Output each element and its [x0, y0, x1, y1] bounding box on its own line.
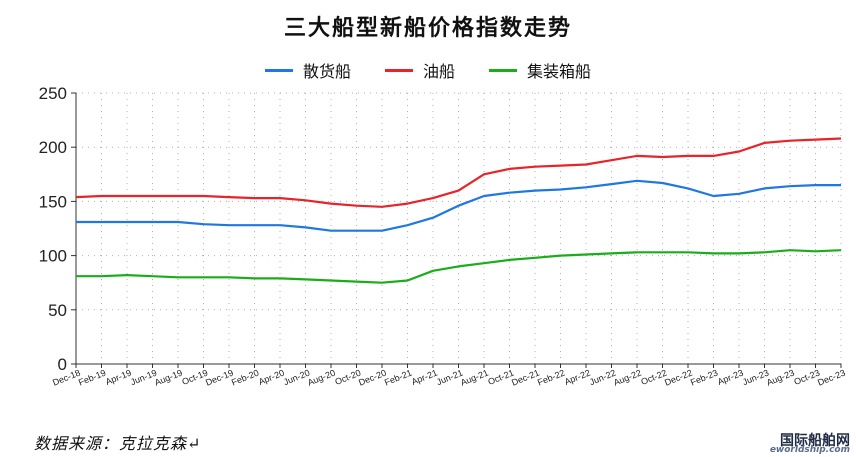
- brand-logo-name: 国际船舶网: [780, 433, 850, 449]
- legend-label: 油船: [422, 62, 455, 81]
- y-tick-label: 200: [39, 138, 67, 157]
- x-tick-label: Aug-22: [612, 368, 643, 388]
- legend-swatch: [264, 68, 293, 72]
- y-tick-label: 50: [48, 301, 67, 320]
- series-line-2: [75, 137, 842, 208]
- brand-logo: 国际船舶网 eworldship.com: [746, 430, 850, 455]
- chart-title: 三大船型新船价格指数走势: [283, 15, 572, 41]
- x-tick-label: Aug-20: [306, 368, 337, 388]
- legend-label: 集装箱船: [527, 62, 592, 81]
- y-tick-label: 150: [39, 192, 67, 211]
- x-tick-label: Feb-21: [383, 368, 413, 388]
- x-tick-label: Aug-23: [765, 368, 796, 388]
- line-chart: 050100150200250Dec-18Feb-19Apr-19Jun-19A…: [39, 84, 847, 388]
- y-tick-label: 0: [58, 355, 67, 374]
- y-tick-label: 250: [39, 84, 67, 103]
- x-tick-label: Feb-19: [77, 368, 107, 388]
- series-line-3: [76, 249, 842, 284]
- x-tick-label: Aug-21: [459, 368, 490, 388]
- brand-logo-url: eworldship.com: [769, 445, 850, 455]
- series-line-1: [76, 179, 841, 232]
- x-tick-label: Dec-23: [816, 368, 847, 388]
- source-note: 数据来源：克拉克森↵: [34, 434, 202, 453]
- x-tick-label: Feb-22: [536, 368, 566, 388]
- chart-legend: 散货船 油船 集装箱船: [0, 58, 856, 82]
- x-tick-label: Aug-19: [153, 368, 184, 388]
- legend-swatch: [489, 68, 517, 72]
- legend-swatch: [384, 68, 413, 72]
- legend-item: 油船: [384, 58, 455, 82]
- legend-label: 散货船: [302, 62, 351, 81]
- legend-item: 散货船: [264, 58, 351, 82]
- x-tick-label: Feb-20: [230, 368, 260, 388]
- legend-item: 集装箱船: [489, 58, 591, 82]
- y-tick-label: 100: [39, 247, 67, 266]
- x-tick-label: Feb-23: [689, 368, 719, 388]
